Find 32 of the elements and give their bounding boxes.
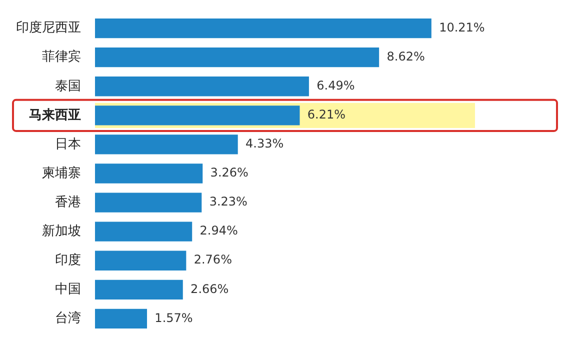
bar: [95, 308, 148, 329]
y-tick-label: 台湾: [55, 310, 81, 326]
bar: [95, 280, 183, 300]
y-tick-label: 柬埔寨: [42, 164, 81, 181]
bar: [95, 76, 309, 96]
data-label: 6.21%: [307, 108, 346, 122]
bar: [95, 18, 432, 38]
bar: [95, 192, 202, 212]
y-tick-label: 马来西亚: [29, 108, 81, 123]
data-label: 1.57%: [154, 310, 193, 325]
data-label: 2.76%: [194, 252, 232, 267]
data-label: 4.33%: [246, 136, 284, 151]
y-tick-label: 菲律宾: [42, 48, 81, 65]
y-tick-label: 日本: [55, 136, 81, 152]
data-label: 2.66%: [190, 282, 229, 296]
data-label: 2.94%: [200, 224, 238, 238]
y-tick-label: 印度尼西亚: [16, 20, 81, 36]
y-tick-label: 中国: [55, 282, 81, 298]
bar: [95, 48, 380, 68]
y-tick-label: 泰国: [55, 78, 81, 94]
bar: [95, 250, 186, 270]
y-tick-label: 新加坡: [42, 224, 81, 239]
data-label: 3.26%: [210, 166, 248, 180]
data-label: 10.21%: [439, 20, 485, 34]
data-label: 8.62%: [386, 49, 425, 64]
data-label: 6.49%: [316, 78, 355, 93]
bar: [95, 222, 192, 242]
y-tick-label: 香港: [55, 194, 81, 210]
bar: [95, 164, 203, 184]
bar: [95, 134, 238, 154]
y-tick-label: 印度: [55, 252, 81, 268]
data-label: 3.23%: [209, 194, 248, 209]
